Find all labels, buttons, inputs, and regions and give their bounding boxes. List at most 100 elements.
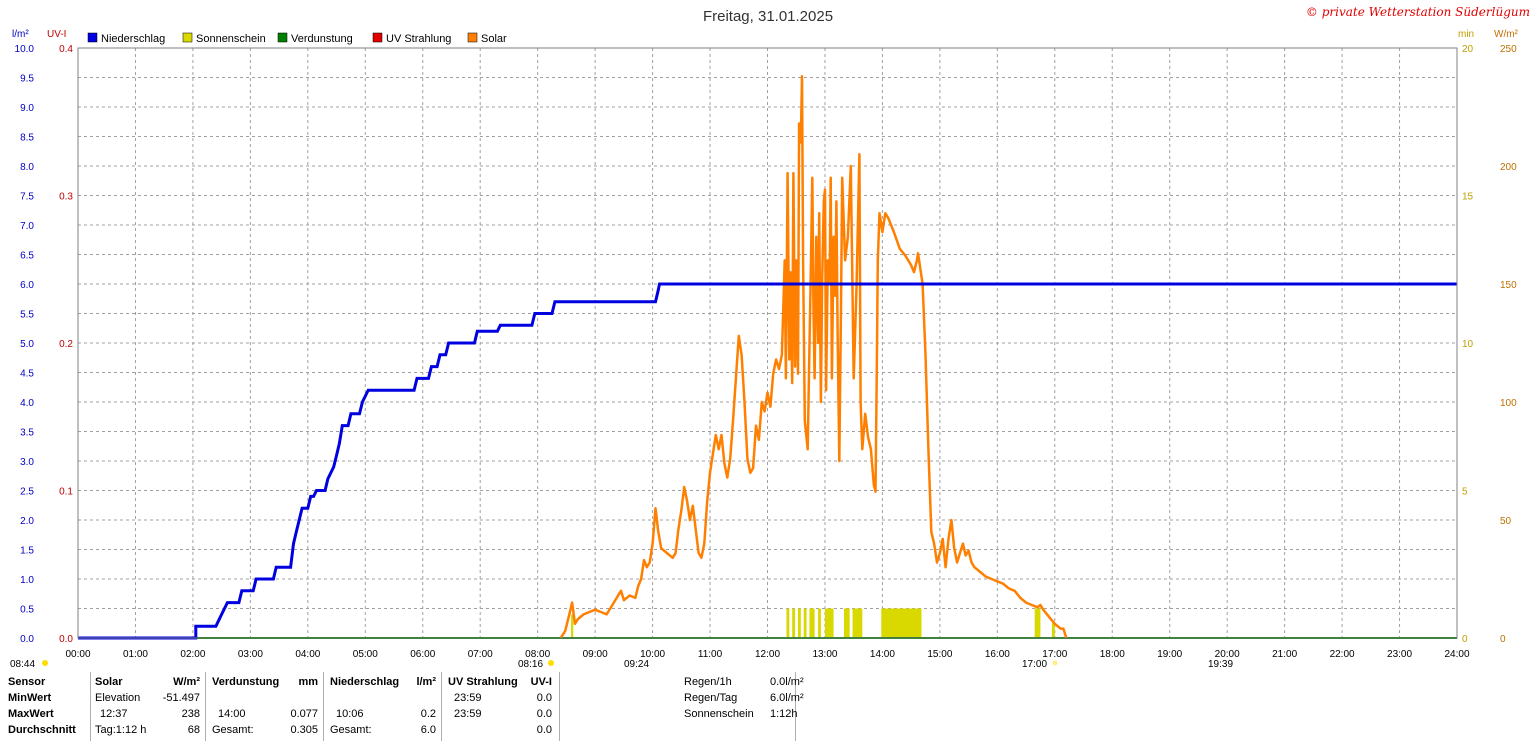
tick-label-x: 08:00 xyxy=(525,649,550,660)
stats-uv-max-b: 0.0 xyxy=(536,708,552,720)
marker-sunset-time: 17:00 xyxy=(1022,659,1047,670)
axis-ticks-x: 00:00 01:00 02:00 03:00 04:00 05:00 06:00 07:00… xyxy=(65,649,1469,660)
tick-label-precip: 8.5 xyxy=(20,133,34,144)
summary-sunshine-value: 1:12h xyxy=(770,708,798,720)
grid xyxy=(78,48,1457,638)
summary-rain-day-label: Regen/Tag xyxy=(684,692,738,704)
tick-label-x: 21:00 xyxy=(1272,649,1297,660)
sunshine-bar xyxy=(786,608,790,638)
tick-label-solar: 250 xyxy=(1500,44,1517,55)
left-unit-uv: UV-I xyxy=(47,29,66,40)
legend-swatch-sonnenschein xyxy=(182,32,193,43)
tick-label-uv: 0.3 xyxy=(59,192,73,203)
tick-label-x: 23:00 xyxy=(1387,649,1412,660)
stats-evap-avg-b: 0.305 xyxy=(290,724,318,736)
axis-ticks-right-solar: 0 50 100 150 200 250 xyxy=(1500,44,1517,645)
astro-markers: 08:44 08:16 09:24 17:00 19:39 xyxy=(10,659,1233,670)
tick-label-x: 13:00 xyxy=(812,649,837,660)
tick-label-x: 09:00 xyxy=(583,649,608,660)
summary-rain-hour-label: Regen/1h xyxy=(684,676,732,688)
stats-solar-avg-a: Tag:1:12 h xyxy=(95,724,147,736)
tick-label-x: 06:00 xyxy=(410,649,435,660)
sunshine-bar xyxy=(570,614,574,638)
tick-label-precip: 5.0 xyxy=(20,339,34,350)
sun-dot-icon xyxy=(42,660,48,666)
sun-dot-icon xyxy=(1052,660,1058,666)
sunshine-bar xyxy=(843,608,850,638)
tick-label-sunshine: 15 xyxy=(1462,192,1474,203)
axis-ticks-left-uv: 0.0 0.1 0.2 0.3 0.4 xyxy=(59,44,73,645)
stats-precip-max-a: 10:06 xyxy=(336,708,364,720)
tick-label-precip: 7.5 xyxy=(20,192,34,203)
legend: Niederschlag Sonnenschein Verdunstung UV… xyxy=(87,32,507,45)
marker-moon-time: 19:39 xyxy=(1208,659,1233,670)
sunshine-bar xyxy=(852,608,863,638)
stats-solar-min-a: Elevation xyxy=(95,692,141,704)
tick-label-x: 17:00 xyxy=(1042,649,1067,660)
tick-label-x: 05:00 xyxy=(353,649,378,660)
legend-swatch-niederschlag xyxy=(87,32,98,43)
tick-label-uv: 0.0 xyxy=(59,634,73,645)
left-unit-precip: l/m² xyxy=(12,29,29,40)
sunshine-bar xyxy=(792,608,796,638)
weather-chart: Freitag, 31.01.2025 © private Wetterstat… xyxy=(10,5,1530,670)
right-unit-solar: W/m² xyxy=(1494,29,1519,40)
legend-swatch-uv xyxy=(372,32,383,43)
tick-label-sunshine: 0 xyxy=(1462,634,1468,645)
stats-evap-max-a: 14:00 xyxy=(218,708,246,720)
legend-label-verdunstung: Verdunstung xyxy=(291,33,353,45)
tick-label-precip: 3.5 xyxy=(20,428,34,439)
stats-header-solar-unit: W/m² xyxy=(173,676,200,688)
tick-label-x: 14:00 xyxy=(870,649,895,660)
tick-label-x: 22:00 xyxy=(1330,649,1355,660)
marker-sunrise-time: 08:16 xyxy=(518,659,543,670)
tick-label-solar: 100 xyxy=(1500,398,1517,409)
tick-label-precip: 0.0 xyxy=(20,634,34,645)
stats-evap-max-b: 0.077 xyxy=(290,708,318,720)
tick-label-precip: 2.5 xyxy=(20,487,34,498)
tick-label-sunshine: 20 xyxy=(1462,44,1474,55)
tick-label-precip: 1.5 xyxy=(20,546,34,557)
stats-table: Sensor MinWert MaxWert Durchschnitt Sola… xyxy=(0,672,1536,741)
tick-label-precip: 4.5 xyxy=(20,369,34,380)
tick-label-precip: 9.0 xyxy=(20,103,34,114)
legend-swatch-verdunstung xyxy=(277,32,288,43)
tick-label-x: 01:00 xyxy=(123,649,148,660)
stats-header-uv: UV Strahlung xyxy=(448,676,518,688)
sunshine-bar xyxy=(818,608,821,638)
stats-row-label-avg: Durchschnitt xyxy=(8,724,76,736)
tick-label-precip: 4.0 xyxy=(20,398,34,409)
tick-label-x: 15:00 xyxy=(927,649,952,660)
stats-solar-max-b: 238 xyxy=(181,708,200,720)
tick-label-uv: 0.1 xyxy=(59,487,73,498)
tick-label-uv: 0.4 xyxy=(59,44,73,55)
tick-label-x: 19:00 xyxy=(1157,649,1182,660)
tick-label-precip: 0.5 xyxy=(20,605,34,616)
stats-header-solar: Solar xyxy=(95,676,123,688)
stats-uv-min-b: 0.0 xyxy=(536,692,552,704)
stats-header-precip: Niederschlag xyxy=(330,676,400,688)
legend-label-niederschlag: Niederschlag xyxy=(101,33,165,45)
tick-label-precip: 3.0 xyxy=(20,457,34,468)
series-sonnenschein xyxy=(570,608,1055,638)
sunshine-bar xyxy=(881,608,922,638)
plot-frame xyxy=(77,47,1458,639)
stats-header-sensor: Sensor xyxy=(8,676,46,688)
sunshine-bar xyxy=(803,608,807,638)
tick-label-sunshine: 10 xyxy=(1462,339,1474,350)
tick-label-x: 24:00 xyxy=(1444,649,1469,660)
stats-header-precip-unit: l/m² xyxy=(416,676,436,688)
tick-label-x: 04:00 xyxy=(295,649,320,660)
summary-sunshine-label: Sonnenschein xyxy=(684,708,754,720)
stats-header-evap: Verdunstung xyxy=(212,676,280,688)
tick-label-solar: 0 xyxy=(1500,634,1506,645)
stats-solar-min-b: -51.497 xyxy=(162,692,200,704)
stats-solar-max-a: 12:37 xyxy=(100,708,128,720)
tick-label-precip: 6.0 xyxy=(20,280,34,291)
tick-label-x: 00:00 xyxy=(65,649,90,660)
right-unit-min: min xyxy=(1458,29,1474,40)
tick-label-x: 10:00 xyxy=(640,649,665,660)
tick-label-uv: 0.2 xyxy=(59,339,73,350)
stats-row-label-min: MinWert xyxy=(8,692,52,704)
sunshine-bar xyxy=(809,608,815,638)
